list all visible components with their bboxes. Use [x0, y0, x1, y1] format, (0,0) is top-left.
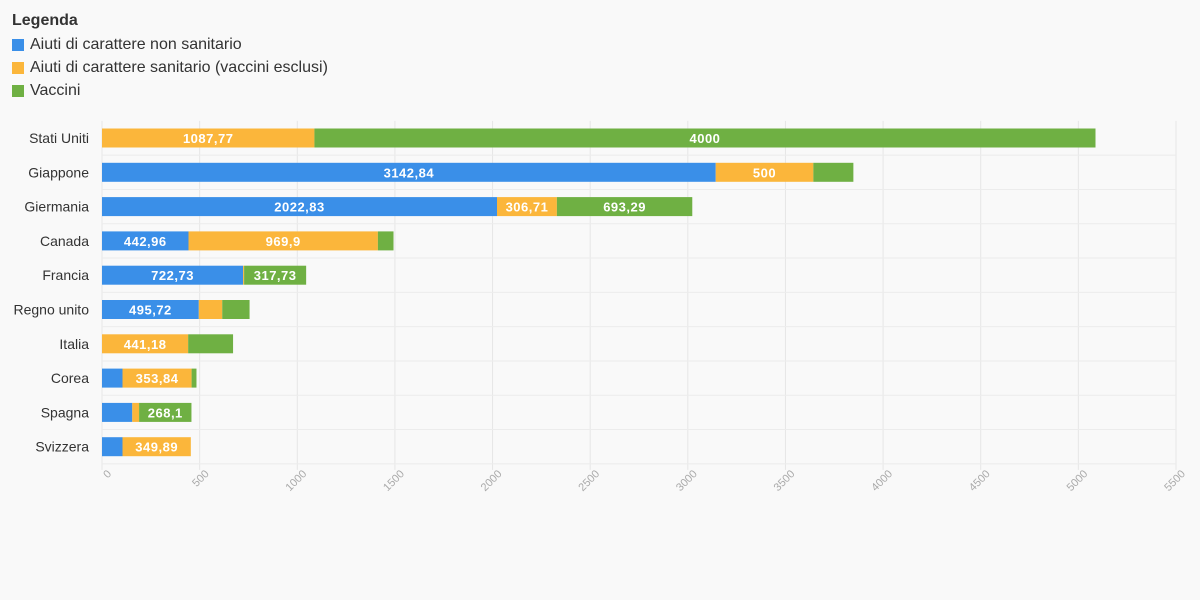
x-tick-label: 1000 — [283, 468, 309, 494]
category-label: Canada — [40, 233, 89, 249]
bar-segment — [122, 437, 191, 457]
bar-segment — [377, 231, 394, 251]
bar-value-label: 4000 — [689, 131, 720, 146]
legend-label: Aiuti di carattere non sanitario — [30, 35, 242, 53]
bar-segment — [243, 265, 245, 285]
category-label: Svizzera — [35, 439, 89, 455]
legend-label: Aiuti di carattere sanitario (vaccini es… — [30, 58, 328, 76]
bar-value-label: 500 — [753, 165, 776, 180]
x-tick-label: 3500 — [772, 468, 798, 494]
x-tick-label: 1500 — [381, 468, 407, 494]
x-tick-label: 2500 — [576, 468, 602, 494]
legend-swatch-green — [12, 84, 24, 97]
x-tick-label: 2000 — [479, 468, 505, 494]
bar-segment — [222, 300, 250, 319]
legend-swatch-orange — [12, 61, 24, 74]
bar-segment — [188, 231, 378, 251]
bar-segment — [102, 300, 199, 319]
bar-segment — [314, 128, 1096, 148]
bar-value-label: 722,73 — [151, 268, 194, 283]
bar-segment — [102, 128, 315, 148]
bar-segment — [497, 197, 557, 217]
x-tick-label: 5000 — [1065, 468, 1091, 494]
bar-segment — [102, 334, 189, 354]
x-tick-label: 5500 — [1162, 468, 1188, 494]
bar-segment — [102, 368, 123, 388]
x-tick-label: 0 — [101, 468, 114, 481]
bar-segment — [244, 265, 307, 285]
bar-segment — [102, 231, 189, 251]
bar-segment — [102, 402, 133, 422]
bar-segment — [102, 162, 716, 182]
x-tick-label: 4500 — [967, 468, 993, 494]
bar-value-label: 317,73 — [254, 268, 297, 283]
bar-value-label: 353,84 — [136, 371, 179, 386]
legend-item-sanitario: Aiuti di carattere sanitario (vaccini es… — [12, 56, 328, 79]
category-label: Regno unito — [13, 302, 89, 318]
bar-value-label: 969,9 — [266, 234, 301, 249]
category-label: Francia — [42, 267, 89, 283]
bar-value-label: 495,72 — [129, 303, 172, 318]
bar-segment — [102, 437, 123, 457]
bar-value-label: 306,71 — [506, 200, 549, 215]
bar-value-label: 2022,83 — [274, 200, 325, 215]
bar-segment — [715, 162, 814, 182]
bar-segment — [198, 300, 223, 319]
x-tick-label: 3000 — [674, 468, 700, 494]
category-label: Spagna — [41, 404, 89, 420]
bar-value-label: 442,96 — [124, 234, 167, 249]
category-label: Stati Uniti — [29, 130, 89, 146]
category-label: Giermania — [24, 199, 89, 215]
legend-title: Legenda — [12, 12, 78, 29]
bar-segment — [102, 265, 244, 285]
x-tick-label: 4000 — [869, 468, 895, 494]
bar-segment — [556, 197, 693, 217]
bar-value-label: 3142,84 — [384, 165, 435, 180]
x-tick-label: 500 — [190, 468, 211, 489]
bar-segment — [188, 334, 234, 354]
bar-value-label: 1087,77 — [183, 131, 234, 146]
legend-item-non-sanitario: Aiuti di carattere non sanitario — [12, 33, 328, 56]
bar-value-label: 693,29 — [603, 200, 646, 215]
legend-swatch-blue — [12, 38, 24, 51]
category-label: Italia — [59, 336, 89, 352]
bar-value-label: 349,89 — [135, 440, 178, 455]
bar-segment — [139, 402, 192, 422]
bar-segment — [191, 368, 197, 388]
legend-label: Vaccini — [30, 81, 81, 99]
bar-segment — [813, 162, 854, 182]
bar-segment — [122, 368, 192, 388]
legend: Legenda Aiuti di carattere non sanitario… — [12, 12, 328, 102]
category-label: Giappone — [28, 164, 89, 180]
bar-segment — [132, 402, 140, 422]
bar-value-label: 268,1 — [148, 405, 183, 420]
bar-segment — [102, 197, 498, 217]
legend-item-vaccini: Vaccini — [12, 79, 328, 102]
category-label: Corea — [51, 370, 89, 386]
bar-value-label: 441,18 — [124, 337, 167, 352]
